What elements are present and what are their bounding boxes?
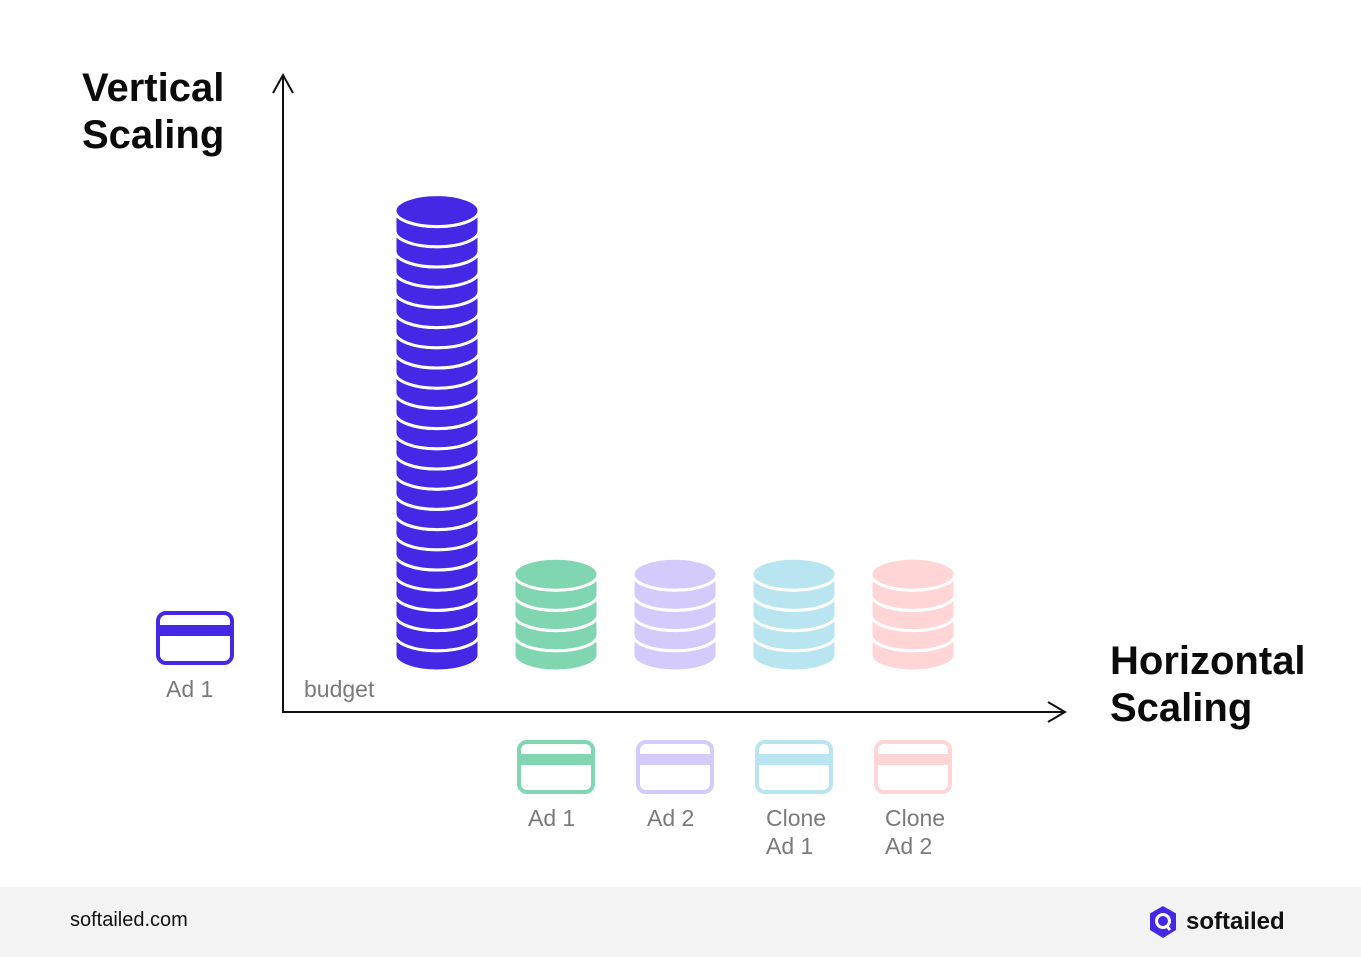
- horizontal-item-label: Clone Ad 2: [885, 804, 945, 860]
- footer-site-link[interactable]: softailed.com: [70, 909, 188, 931]
- credit-card-icon: [636, 740, 714, 794]
- coin-stacks: [393, 193, 957, 673]
- budget-axis-label: budget: [304, 676, 375, 702]
- item-label-line: Ad 2: [885, 833, 933, 859]
- horizontal-scaling-title: Horizontal Scaling: [1110, 638, 1306, 732]
- horizontal-coin-stack: [631, 556, 719, 673]
- softailed-logo-icon: [1150, 906, 1176, 938]
- coin-top: [869, 556, 957, 592]
- coin-top: [512, 556, 600, 592]
- item-label-line: Ad 1: [766, 833, 814, 859]
- coin-top: [750, 556, 838, 592]
- vertical-item-label: Ad 1: [166, 675, 213, 703]
- credit-card-icon: [156, 611, 234, 665]
- vertical-coin-stack: [393, 193, 481, 673]
- horizontal-coin-stack: [869, 556, 957, 673]
- vertical-scaling-title: Vertical Scaling: [82, 65, 224, 159]
- credit-card-icon: [755, 740, 833, 794]
- item-label-line: Clone: [885, 805, 946, 831]
- credit-card-icon: [874, 740, 952, 794]
- coin-top: [393, 193, 481, 229]
- scaling-diagram: Vertical Scaling Horizontal Scaling budg…: [82, 65, 1306, 860]
- credit-card-icon: [517, 740, 595, 794]
- axes: [156, 72, 1067, 794]
- item-label-line: Ad 1: [528, 805, 576, 831]
- coin-top: [631, 556, 719, 592]
- vertical-title-line-1: Vertical: [82, 66, 225, 110]
- horizontal-title-line-1: Horizontal: [1110, 639, 1306, 683]
- footer-brand: softailed: [1148, 903, 1285, 941]
- horizontal-item-label: Clone Ad 1: [766, 804, 826, 860]
- horizontal-item-label: Ad 1: [528, 804, 575, 832]
- horizontal-coin-stack: [750, 556, 838, 673]
- x-axis-arrow: [283, 701, 1067, 723]
- footer: softailed.com softailed: [0, 887, 1361, 957]
- brand-name: softailed: [1186, 908, 1285, 935]
- item-label-line: Clone: [766, 805, 827, 831]
- horizontal-coin-stack: [512, 556, 600, 673]
- vertical-title-line-2: Scaling: [82, 113, 225, 157]
- y-axis-arrow: [272, 72, 294, 713]
- horizontal-title-line-2: Scaling: [1110, 686, 1253, 730]
- horizontal-item-label: Ad 2: [647, 804, 694, 832]
- item-label-line: Ad 1: [166, 676, 214, 702]
- item-label-line: Ad 2: [647, 805, 695, 831]
